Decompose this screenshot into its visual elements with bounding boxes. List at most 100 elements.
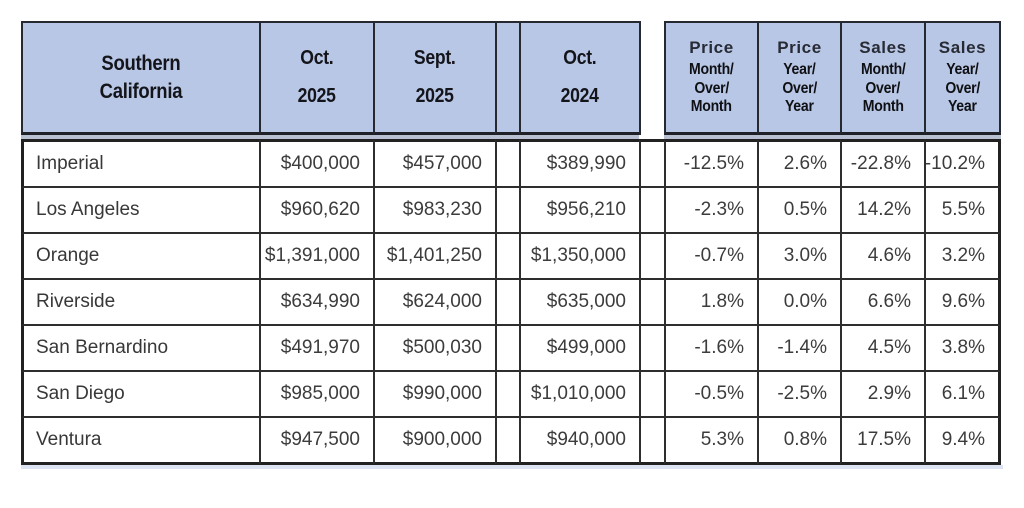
table-row: San Diego $985,000 $990,000 $1,010,000 -…: [21, 372, 1003, 418]
price-sept-2025-cell: $983,230: [373, 188, 495, 234]
metric-word: Price: [689, 38, 734, 58]
price-oct-2024-cell: $956,210: [519, 188, 639, 234]
header-cell-spacer-2: [639, 21, 664, 135]
region-cell: San Bernardino: [21, 326, 259, 372]
price-sept-2025-cell: $457,000: [373, 139, 495, 188]
table-row: San Bernardino $491,970 $500,030 $499,00…: [21, 326, 1003, 372]
sales-yoy-cell: 3.2%: [924, 234, 1001, 280]
table-body: Imperial $400,000 $457,000 $389,990 -12.…: [21, 139, 1003, 465]
region-title-line1: Southern: [101, 52, 181, 76]
year-label: 2025: [415, 85, 455, 107]
price-oct-2025-cell: $491,970: [259, 326, 373, 372]
spacer-cell: [639, 280, 664, 326]
price-yoy-cell: 3.0%: [757, 234, 840, 280]
metric-line: Month: [691, 98, 732, 116]
price-sept-2025-cell: $624,000: [373, 280, 495, 326]
price-mom-cell: -1.6%: [664, 326, 757, 372]
sales-yoy-cell: 3.8%: [924, 326, 1001, 372]
month-label: Sept.: [414, 47, 456, 69]
price-oct-2024-cell: $635,000: [519, 280, 639, 326]
price-sept-2025-cell: $500,030: [373, 326, 495, 372]
price-yoy-cell: -1.4%: [757, 326, 840, 372]
table-row: Ventura $947,500 $900,000 $940,000 5.3% …: [21, 418, 1003, 465]
header-cell-sept-2025: Sept. 2025: [373, 21, 495, 135]
metric-line: Year: [785, 98, 814, 116]
price-sept-2025-cell: $1,401,250: [373, 234, 495, 280]
sales-mom-cell: 6.6%: [840, 280, 924, 326]
price-mom-cell: -0.7%: [664, 234, 757, 280]
price-oct-2024-cell: $1,010,000: [519, 372, 639, 418]
price-mom-cell: -0.5%: [664, 372, 757, 418]
sales-mom-cell: 17.5%: [840, 418, 924, 465]
table-row: Los Angeles $960,620 $983,230 $956,210 -…: [21, 188, 1003, 234]
year-label: 2024: [560, 85, 600, 107]
table-row: Riverside $634,990 $624,000 $635,000 1.8…: [21, 280, 1003, 326]
spacer-cell: [495, 372, 519, 418]
price-oct-2025-cell: $634,990: [259, 280, 373, 326]
socal-housing-table: Southern California Oct. 2025 Sept. 2025…: [21, 21, 1003, 465]
sales-mom-cell: 2.9%: [840, 372, 924, 418]
year-label: 2025: [297, 85, 337, 107]
sales-yoy-cell: 9.6%: [924, 280, 1001, 326]
table-row: Orange $1,391,000 $1,401,250 $1,350,000 …: [21, 234, 1003, 280]
price-oct-2024-cell: $1,350,000: [519, 234, 639, 280]
price-oct-2025-cell: $1,391,000: [259, 234, 373, 280]
region-cell: San Diego: [21, 372, 259, 418]
header-cell-sales-yoy: Sales Year/ Over/ Year: [924, 21, 1001, 135]
price-sept-2025-cell: $900,000: [373, 418, 495, 465]
metric-line: Month/: [689, 61, 734, 79]
price-oct-2024-cell: $389,990: [519, 139, 639, 188]
sales-mom-cell: 4.5%: [840, 326, 924, 372]
price-oct-2024-cell: $940,000: [519, 418, 639, 465]
spacer-cell: [639, 139, 664, 188]
price-yoy-cell: 0.8%: [757, 418, 840, 465]
price-oct-2025-cell: $947,500: [259, 418, 373, 465]
price-mom-cell: 5.3%: [664, 418, 757, 465]
spacer-cell: [639, 234, 664, 280]
sales-mom-cell: 14.2%: [840, 188, 924, 234]
sales-yoy-cell: -10.2%: [924, 139, 1001, 188]
spacer-cell: [495, 234, 519, 280]
price-oct-2025-cell: $985,000: [259, 372, 373, 418]
spacer-cell: [639, 326, 664, 372]
price-oct-2024-cell: $499,000: [519, 326, 639, 372]
metric-line: Over/: [694, 79, 729, 97]
metric-line: Month: [862, 98, 904, 116]
header-cell-price-mom: Price Month/ Over/ Month: [664, 21, 757, 135]
metric-line: Over/: [945, 79, 980, 97]
table-header-row: Southern California Oct. 2025 Sept. 2025…: [21, 21, 1003, 135]
price-yoy-cell: -2.5%: [757, 372, 840, 418]
region-cell: Ventura: [21, 418, 259, 465]
price-mom-cell: 1.8%: [664, 280, 757, 326]
region-title-line2: California: [99, 79, 183, 103]
spacer-cell: [639, 372, 664, 418]
region-cell: Riverside: [21, 280, 259, 326]
price-oct-2025-cell: $960,620: [259, 188, 373, 234]
header-cell-oct-2025: Oct. 2025: [259, 21, 373, 135]
region-cell: Orange: [21, 234, 259, 280]
price-sept-2025-cell: $990,000: [373, 372, 495, 418]
month-label: Oct.: [300, 47, 334, 69]
header-cell-spacer-1: [495, 21, 519, 135]
header-cell-price-yoy: Price Year/ Over/ Year: [757, 21, 840, 135]
sales-mom-cell: 4.6%: [840, 234, 924, 280]
header-cell-region: Southern California: [21, 21, 259, 135]
sales-yoy-cell: 5.5%: [924, 188, 1001, 234]
metric-line: Year: [948, 98, 977, 116]
header-cell-sales-mom: Sales Month/ Over/ Month: [840, 21, 924, 135]
header-cell-oct-2024: Oct. 2024: [519, 21, 639, 135]
month-label: Oct.: [563, 47, 597, 69]
metric-line: Over/: [865, 79, 901, 97]
metric-word: Price: [777, 38, 822, 58]
metric-word: Sales: [938, 38, 987, 58]
spacer-cell: [495, 280, 519, 326]
metric-line: Month/: [860, 61, 906, 79]
spacer-cell: [495, 326, 519, 372]
metric-line: Year/: [783, 61, 816, 79]
metric-line: Over/: [782, 79, 817, 97]
sales-yoy-cell: 6.1%: [924, 372, 1001, 418]
spacer-cell: [495, 418, 519, 465]
price-mom-cell: -2.3%: [664, 188, 757, 234]
sales-yoy-cell: 9.4%: [924, 418, 1001, 465]
price-yoy-cell: 0.0%: [757, 280, 840, 326]
